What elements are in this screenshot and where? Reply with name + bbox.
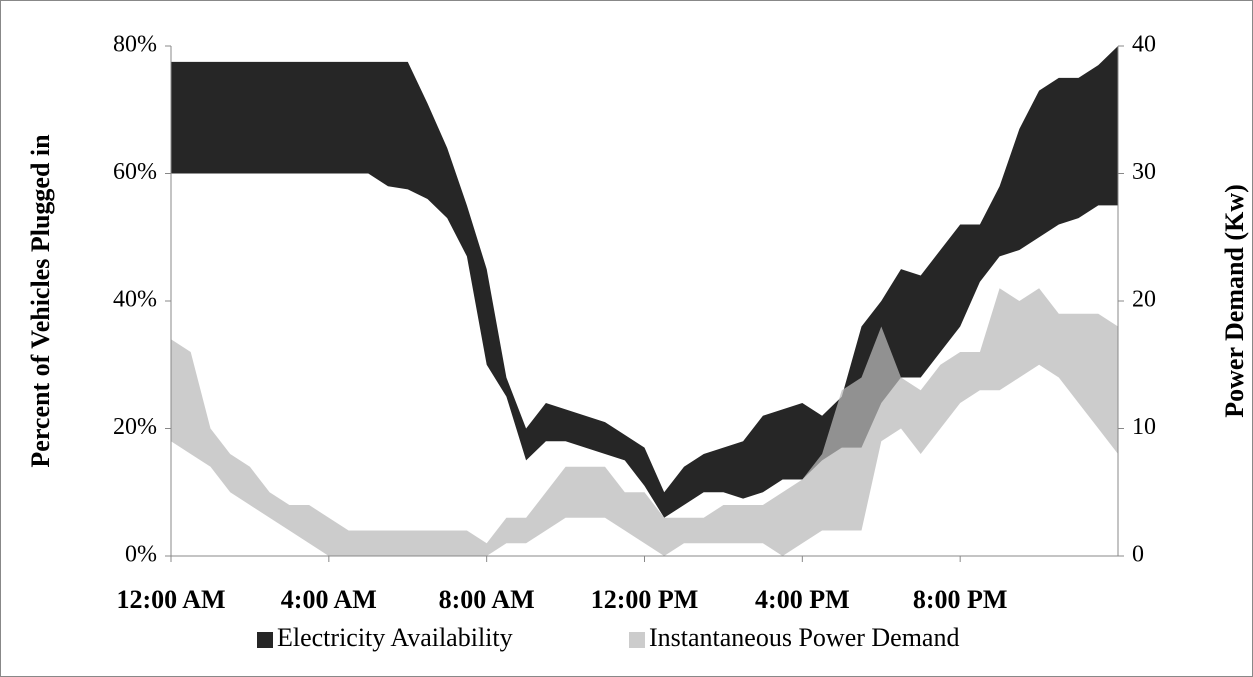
y-tick-label: 20% xyxy=(113,414,157,440)
y2-tick-label: 0 xyxy=(1132,542,1144,568)
y2-tick-label: 20 xyxy=(1132,287,1156,313)
y2-tick-label: 40 xyxy=(1132,32,1156,58)
y2-axis-title: Power Demand (Kw) xyxy=(1220,184,1249,417)
y-tick-label: 0% xyxy=(125,542,157,568)
band-area xyxy=(171,288,1118,556)
x-tick-label: 12:00 PM xyxy=(591,585,699,614)
x-tick-label: 8:00 PM xyxy=(913,585,1008,614)
x-tick-label: 12:00 AM xyxy=(116,585,225,614)
legend-swatch xyxy=(629,632,645,648)
legend-label: Electricity Availability xyxy=(277,623,513,652)
x-tick-label: 4:00 PM xyxy=(755,585,850,614)
x-tick-label: 8:00 AM xyxy=(439,585,535,614)
y-tick-label: 80% xyxy=(113,32,157,58)
band-area xyxy=(171,46,1118,518)
y2-tick-label: 30 xyxy=(1132,159,1156,185)
y2-tick-label: 10 xyxy=(1132,414,1156,440)
x-tick-label: 4:00 AM xyxy=(281,585,377,614)
y-tick-label: 40% xyxy=(113,287,157,313)
legend-label: Instantaneous Power Demand xyxy=(649,623,959,652)
legend-swatch xyxy=(257,632,273,648)
y-tick-label: 60% xyxy=(113,159,157,185)
y-axis-title: Percent of Vehicles Plugged in xyxy=(26,134,55,468)
